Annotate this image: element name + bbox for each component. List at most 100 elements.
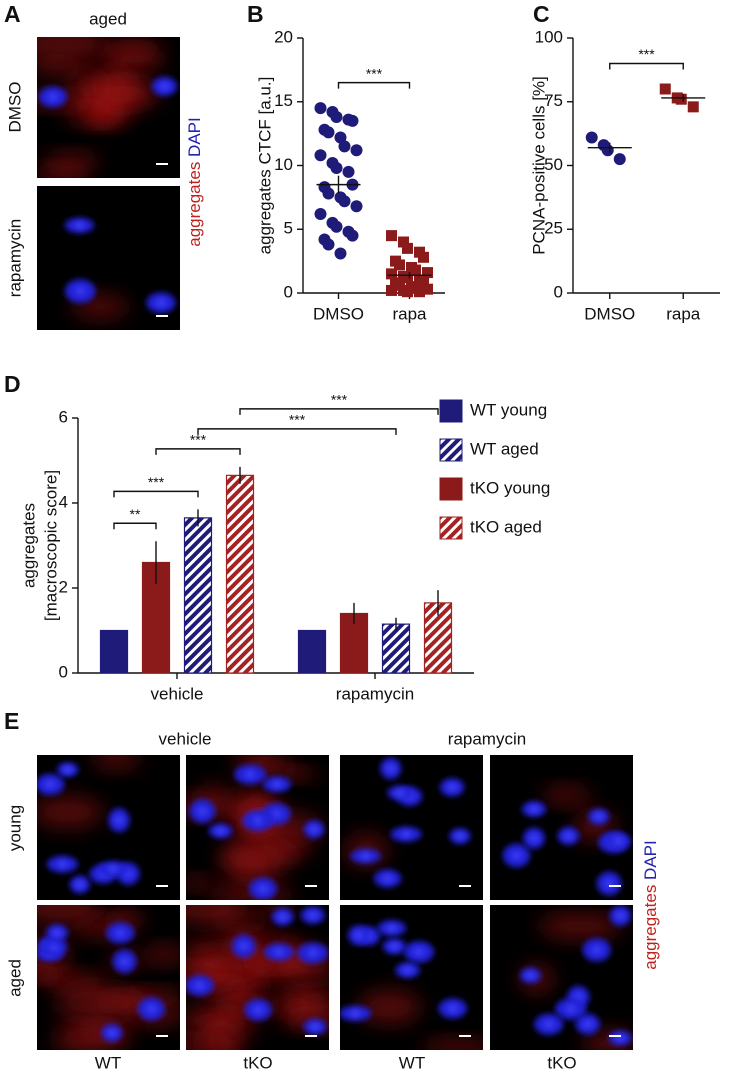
- x-tick-label: rapa: [666, 304, 701, 323]
- stain-red: aggregates: [185, 162, 204, 247]
- micrograph: [490, 905, 633, 1050]
- y-axis-label: PCNA-positive cells [%]: [529, 76, 548, 255]
- nucleus-core: [74, 221, 85, 230]
- data-point: [402, 286, 413, 298]
- nucleus-core: [613, 837, 624, 846]
- data-point: [338, 195, 351, 208]
- aggregate-haze: [42, 152, 101, 171]
- nucleus-core: [414, 947, 425, 956]
- data-point: [314, 102, 327, 115]
- nucleus-core: [394, 788, 405, 797]
- column-label: vehicle: [159, 729, 212, 748]
- genotype-label: WT: [95, 1053, 121, 1072]
- significance-label: **: [130, 506, 141, 522]
- nucleus-core: [350, 1009, 361, 1018]
- data-point: [675, 93, 687, 105]
- nucleus-core: [252, 816, 263, 825]
- y-axis-label: [macroscopic score]: [41, 470, 60, 621]
- panel-title: aged: [89, 9, 127, 28]
- aggregate-haze: [101, 46, 165, 73]
- aggregate-haze: [236, 955, 317, 970]
- nucleus-core: [272, 780, 283, 789]
- data-point: [346, 114, 359, 127]
- significance-label: ***: [148, 474, 165, 490]
- data-point: [342, 165, 355, 178]
- row-label: rapamycin: [5, 219, 24, 297]
- nucleus-core: [273, 947, 284, 956]
- nucleus-core: [146, 1004, 157, 1013]
- data-point: [350, 144, 363, 157]
- nucleus-core: [114, 816, 125, 825]
- y-tick-label: 25: [544, 219, 563, 238]
- aggregate-haze: [37, 905, 102, 926]
- nucleus-core: [454, 832, 465, 841]
- data-point: [422, 283, 433, 295]
- data-point: [394, 259, 405, 271]
- micrograph: [186, 905, 329, 1050]
- legend-label: tKO young: [470, 478, 550, 497]
- aggregate-haze: [37, 795, 104, 829]
- nucleus-core: [258, 884, 269, 893]
- y-tick-label: 0: [59, 662, 68, 681]
- data-point: [410, 264, 421, 276]
- micrograph: [37, 905, 180, 1050]
- nucleus-core: [75, 287, 86, 296]
- nucleus-core: [401, 830, 412, 839]
- data-point: [330, 220, 343, 233]
- data-point: [687, 101, 699, 113]
- data-point: [314, 207, 327, 220]
- nucleus-core: [528, 834, 539, 843]
- data-point: [322, 187, 335, 200]
- nucleus-core: [106, 1028, 117, 1037]
- nucleus-core: [156, 298, 167, 307]
- nucleus-core: [389, 942, 400, 951]
- data-point: [338, 140, 351, 153]
- data-point: [334, 247, 347, 260]
- aggregate-haze: [55, 983, 143, 1021]
- bar: [183, 517, 213, 674]
- legend-label: WT aged: [470, 439, 539, 458]
- nucleus-core: [159, 82, 170, 91]
- genotype-label: tKO: [547, 1053, 576, 1072]
- significance-label: ***: [366, 65, 383, 81]
- legend-swatch: [439, 516, 463, 540]
- aggregate-haze: [37, 37, 106, 64]
- data-point: [613, 153, 626, 166]
- y-tick-label: 20: [274, 27, 293, 46]
- bar: [381, 623, 411, 674]
- data-point: [402, 242, 413, 254]
- nucleus-core: [447, 783, 458, 792]
- significance-label: ***: [190, 432, 207, 448]
- aggregate-haze: [541, 786, 593, 805]
- nucleus-core: [215, 826, 226, 835]
- bar: [225, 474, 255, 674]
- aggregate-haze: [37, 61, 85, 76]
- data-point: [659, 83, 671, 95]
- nucleus-core: [543, 1020, 554, 1029]
- nucleus-core: [615, 911, 626, 920]
- nucleus-core: [194, 981, 205, 990]
- data-point: [585, 131, 598, 144]
- aggregate-haze: [141, 945, 180, 965]
- stain-blue: DAPI: [185, 117, 204, 157]
- nucleus-core: [563, 831, 574, 840]
- stain-label: aggregates DAPI: [185, 117, 204, 247]
- data-point: [322, 126, 335, 139]
- micrograph: [490, 755, 633, 900]
- x-tick-label: rapamycin: [336, 684, 414, 703]
- x-tick-label: DMSO: [584, 304, 635, 323]
- y-tick-label: 50: [544, 155, 563, 174]
- x-tick-label: DMSO: [313, 304, 364, 323]
- panel-label: D: [4, 371, 21, 397]
- y-tick-label: 100: [535, 27, 563, 46]
- aggregate-haze: [186, 905, 243, 926]
- aggregate-haze: [212, 1043, 244, 1050]
- significance-label: ***: [289, 412, 306, 428]
- nucleus-core: [115, 928, 126, 937]
- data-point: [422, 267, 433, 279]
- significance-bracket: [337, 81, 411, 89]
- micrograph: [37, 755, 180, 900]
- data-point: [386, 230, 397, 242]
